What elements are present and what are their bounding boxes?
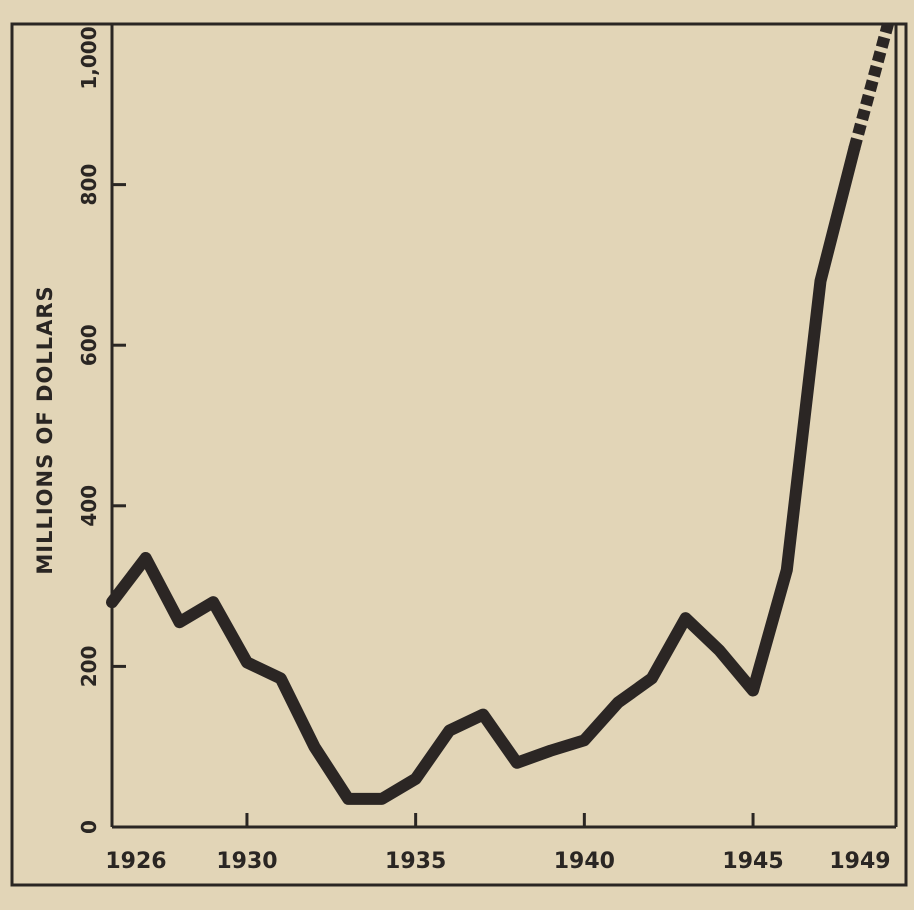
x-tick-label: 1935: [385, 849, 446, 874]
outer-frame: [10, 22, 908, 887]
x-tick-label: 1940: [554, 849, 615, 874]
series-line-projected: [848, 22, 894, 151]
series-group: [106, 22, 894, 805]
y-tick-label: 600: [77, 324, 101, 366]
x-tick-label: 1945: [722, 849, 783, 874]
y-tick-label: 400: [77, 485, 101, 527]
y-axis-label: MILLIONS OF DOLLARS: [33, 285, 57, 574]
x-tick-label: 1949: [829, 849, 890, 874]
y-tick-label: 1,000: [77, 26, 101, 89]
series-line-solid: [106, 142, 861, 805]
y-tick-label: 800: [77, 164, 101, 206]
y-ticks: 0 200 400 600 800 1,000: [77, 26, 126, 834]
x-tick-label: 1926: [105, 849, 166, 874]
y-tick-label: 0: [77, 820, 101, 834]
x-ticks: 1926 1930 1935 1940 1945 1949: [105, 813, 891, 874]
y-tick-label: 200: [77, 646, 101, 688]
x-tick-label: 1930: [216, 849, 277, 874]
